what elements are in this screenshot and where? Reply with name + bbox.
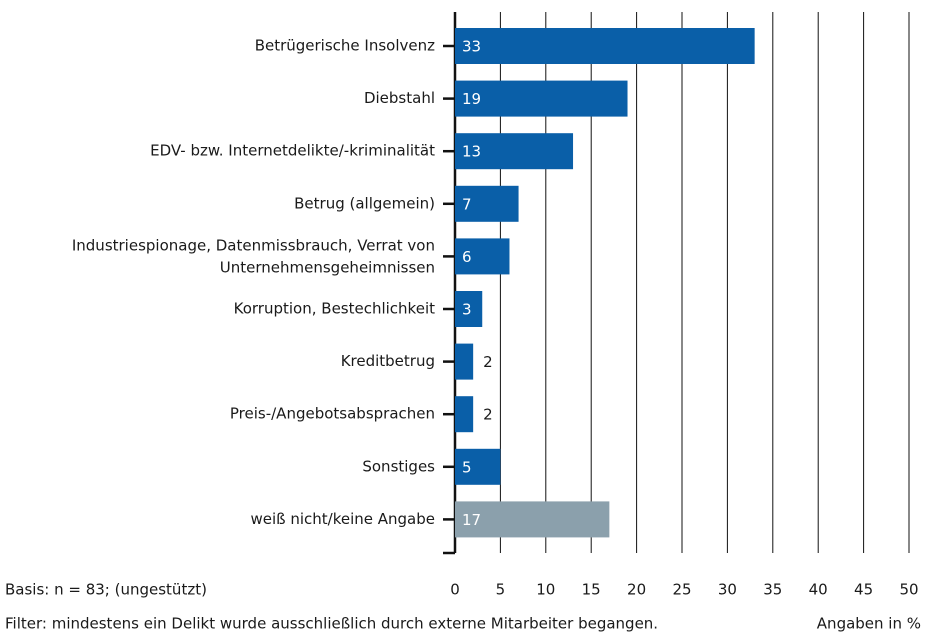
y-tick-label: Betrug (allgemein) (294, 194, 435, 212)
y-tick-label: Preis-/Angebotsabsprachen (230, 405, 435, 423)
y-tick-label: Diebstahl (364, 89, 435, 107)
value-label: 2 (483, 353, 493, 371)
x-tick-label: 20 (627, 581, 646, 599)
bar (455, 28, 755, 64)
bar (455, 80, 628, 117)
value-label: 17 (462, 511, 481, 529)
x-tick-label: 35 (763, 581, 782, 599)
x-tick-label: 45 (854, 581, 873, 599)
bar (455, 501, 610, 538)
x-tick-label: 50 (899, 581, 918, 599)
x-tick-label: 10 (536, 581, 555, 599)
bar (455, 343, 474, 380)
bar (455, 448, 501, 485)
unit-label: Angaben in % (817, 615, 921, 633)
bar (455, 185, 519, 222)
y-tick-label: Betrügerische Insolvenz (255, 37, 435, 55)
value-label: 7 (462, 195, 472, 213)
y-tick-label: Kreditbetrug (341, 352, 435, 370)
x-tick-label: 25 (672, 581, 691, 599)
y-tick-label: Korruption, Bestechlichkeit (234, 300, 435, 318)
y-tick-label: weiß nicht/keine Angabe (250, 510, 435, 528)
value-label: 19 (462, 90, 481, 108)
note-filter: Filter: mindestens ein Delikt wurde auss… (5, 615, 658, 633)
bar (455, 291, 483, 327)
x-tick-label: 30 (718, 581, 737, 599)
bar (455, 396, 474, 433)
bar (455, 133, 574, 170)
value-label: 13 (462, 143, 481, 161)
y-tick-label: Industriespionage, Datenmissbrauch, Verr… (72, 236, 435, 276)
value-label: 2 (483, 406, 493, 424)
value-label: 5 (462, 458, 472, 476)
note-basis: Basis: n = 83; (ungestützt) (5, 581, 207, 599)
y-tick-label: Sonstiges (362, 457, 435, 475)
value-label: 3 (462, 301, 472, 319)
x-tick-label: 15 (582, 581, 601, 599)
x-tick-label: 0 (450, 581, 460, 599)
value-label: 6 (462, 248, 472, 266)
x-tick-label: 5 (496, 581, 506, 599)
value-label: 33 (462, 38, 481, 56)
y-tick-label: EDV- bzw. Internetdelikte/-kriminalität (150, 142, 435, 160)
bar (455, 238, 510, 275)
x-tick-label: 40 (809, 581, 828, 599)
